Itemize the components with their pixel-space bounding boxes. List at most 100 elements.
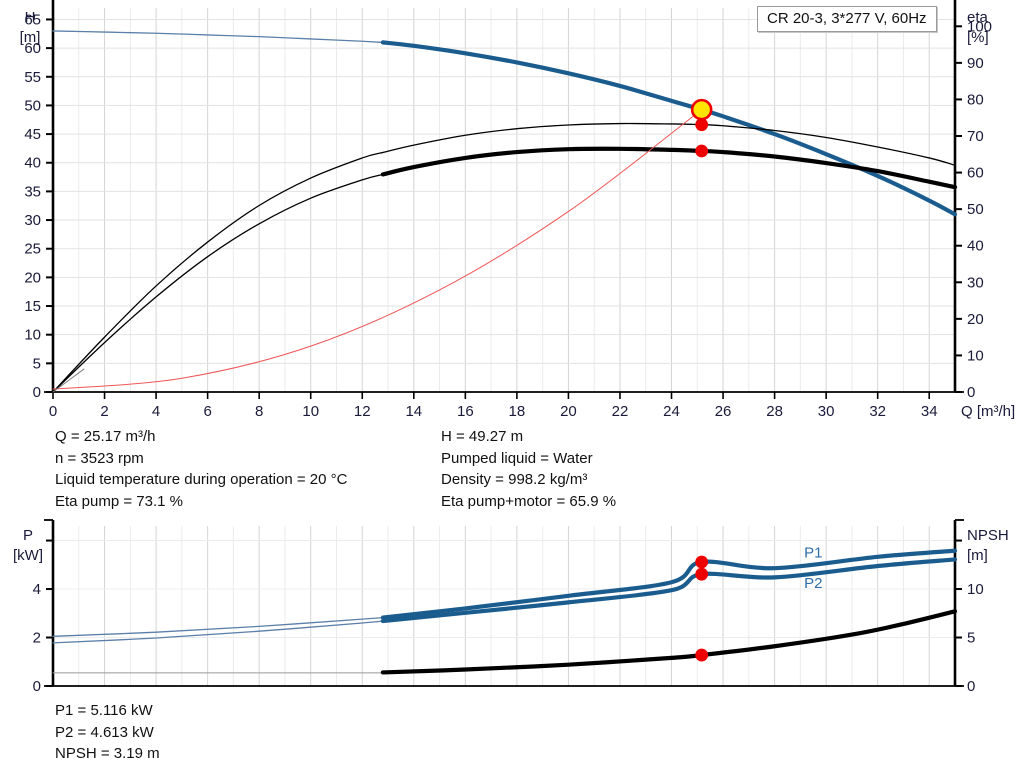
y-tick-label-right-0: 0 xyxy=(967,678,975,695)
y-tick-label-right-70: 70 xyxy=(967,128,984,145)
y-tick-label-left-40: 40 xyxy=(24,155,41,172)
y-tick-label-right-5: 5 xyxy=(967,630,975,647)
series-group xyxy=(52,30,958,393)
x-tick-label-26: 26 xyxy=(715,403,732,420)
series-eta-pump-motor-thin xyxy=(52,173,384,393)
y-tick-label-right-60: 60 xyxy=(967,165,984,182)
axes xyxy=(44,0,964,399)
y-tick-label-left-65: 65 xyxy=(24,11,41,28)
y-axis-left-title-1: H xyxy=(25,9,36,26)
x-tick-label-28: 28 xyxy=(766,403,783,420)
y-tick-label-left-0: 0 xyxy=(33,678,41,695)
y-tick-label-left-25: 25 xyxy=(24,241,41,258)
p1-duty-point[interactable] xyxy=(695,555,709,569)
series-eta-pump-motor xyxy=(380,146,958,190)
series-label-p1: P1 xyxy=(804,545,822,562)
npsh-duty-point[interactable] xyxy=(695,648,709,662)
x-tick-label-14: 14 xyxy=(405,403,422,420)
x-tick-label-22: 22 xyxy=(612,403,629,420)
axes xyxy=(44,519,964,687)
y-tick-label-right-50: 50 xyxy=(967,201,984,218)
series-group xyxy=(52,548,958,675)
y-tick-label-right-30: 30 xyxy=(967,274,984,291)
head-eta-chart: 0510152025303540455055606501020304050607… xyxy=(20,0,1015,420)
series-start-ray xyxy=(52,368,85,393)
markers-group xyxy=(690,98,713,158)
series-npsh xyxy=(380,609,958,675)
duty-info-right-line-2: Density = 998.2 kg/m³ xyxy=(441,471,588,488)
series-p1 xyxy=(380,548,958,620)
y-tick-label-left-60: 60 xyxy=(24,40,41,57)
series-p1-thin xyxy=(52,616,384,637)
series-eta-pump-thin xyxy=(52,151,384,393)
x-tick-label-30: 30 xyxy=(818,403,835,420)
x-tick-label-24: 24 xyxy=(663,403,680,420)
duty-info-right: H = 49.27 m Pumped liquid = Water Density … xyxy=(441,426,616,512)
duty-point[interactable] xyxy=(690,98,713,121)
power-info: P1 = 5.116 kW P2 = 4.613 kW NPSH = 3.19 m xyxy=(55,700,160,765)
duty-info-left: Q = 25.17 m³/h n = 3523 rpm Liquid tempera… xyxy=(55,426,347,512)
y-axis-right-title-2: [%] xyxy=(967,29,989,46)
y-axis-left-title-2: [kW] xyxy=(13,547,43,564)
y-tick-label-left-4: 4 xyxy=(33,581,41,598)
duty-info-left-line-2: Liquid temperature during operation = 20… xyxy=(55,471,348,488)
series-h-head-thin-portion xyxy=(52,30,384,44)
series-p2-thin xyxy=(52,620,384,644)
duty-info-left-line-1: n = 3523 rpm xyxy=(55,449,144,467)
x-tick-label-10: 10 xyxy=(302,403,319,420)
y-tick-label-left-2: 2 xyxy=(33,630,41,647)
x-tick-label-16: 16 xyxy=(457,403,474,420)
x-tick-label-0: 0 xyxy=(49,403,57,420)
y-tick-label-left-5: 5 xyxy=(33,355,41,372)
y-axis-right-title-2: [m] xyxy=(967,547,988,564)
y-tick-label-right-10: 10 xyxy=(967,347,984,364)
y-tick-label-left-45: 45 xyxy=(24,126,41,143)
eta-pump-motor-point[interactable] xyxy=(695,144,709,158)
y-axis-right-title-1: NPSH xyxy=(967,527,1009,544)
y-axis-right-title-1: eta xyxy=(967,9,989,26)
x-tick-label-2: 2 xyxy=(100,403,108,420)
y-tick-label-right-20: 20 xyxy=(967,311,984,328)
y-axis-left-title-2: [m] xyxy=(20,29,41,46)
y-axis-left-title-1: P xyxy=(23,527,33,544)
markers-group xyxy=(695,555,709,662)
y-tick-label-left-50: 50 xyxy=(24,97,41,114)
y-tick-label-right-100: 100 xyxy=(967,18,992,35)
duty-info-right-line-1: Pumped liquid = Water xyxy=(441,449,593,467)
y-tick-label-left-10: 10 xyxy=(24,327,41,344)
duty-info-right-line-3: Eta pump+motor = 65.9 % xyxy=(441,492,617,510)
duty-info-left-line-0: Q = 25.17 m³/h xyxy=(55,428,156,445)
eta-pump-point[interactable] xyxy=(695,118,709,132)
series-eta-pump xyxy=(382,122,956,166)
x-tick-label-4: 4 xyxy=(152,403,160,420)
x-tick-label-12: 12 xyxy=(354,403,371,420)
series-h-head-duty-range xyxy=(380,40,958,217)
y-tick-label-left-30: 30 xyxy=(24,212,41,229)
series-system-duty-curve xyxy=(52,109,703,390)
y-tick-label-right-80: 80 xyxy=(967,91,984,108)
duty-info-left-line-3: Eta pump = 73.1 % xyxy=(55,492,183,510)
x-tick-label-34: 34 xyxy=(921,403,938,420)
y-tick-label-right-10: 10 xyxy=(967,581,984,598)
x-tick-label-32: 32 xyxy=(869,403,886,420)
p2-duty-point[interactable] xyxy=(695,567,709,581)
duty-info-right-line-0: H = 49.27 m xyxy=(441,428,524,445)
pump-model-title: CR 20-3, 3*277 V, 60Hz xyxy=(757,6,937,32)
x-tick-label-18: 18 xyxy=(509,403,526,420)
power-npsh-chart: 0 2 4 0 5 10 P [kW] NPSH [m] P1 P2 xyxy=(13,519,1009,695)
x-tick-label-6: 6 xyxy=(203,403,211,420)
y-tick-label-left-55: 55 xyxy=(24,69,41,86)
power-info-line-1: P2 = 4.613 kW xyxy=(55,723,154,741)
power-info-line-2: NPSH = 3.19 m xyxy=(55,745,160,762)
y-tick-label-left-35: 35 xyxy=(24,183,41,200)
power-info-line-0: P1 = 5.116 kW xyxy=(55,702,153,719)
series-label-p2: P2 xyxy=(804,575,822,592)
grid-lines xyxy=(52,8,956,393)
series-p2 xyxy=(380,557,958,624)
x-axis-label: Q [m³/h] xyxy=(961,403,1015,420)
x-tick-label-8: 8 xyxy=(255,403,263,420)
y-tick-label-left-20: 20 xyxy=(24,269,41,286)
y-tick-label-right-90: 90 xyxy=(967,55,984,72)
y-tick-label-left-15: 15 xyxy=(24,298,41,315)
